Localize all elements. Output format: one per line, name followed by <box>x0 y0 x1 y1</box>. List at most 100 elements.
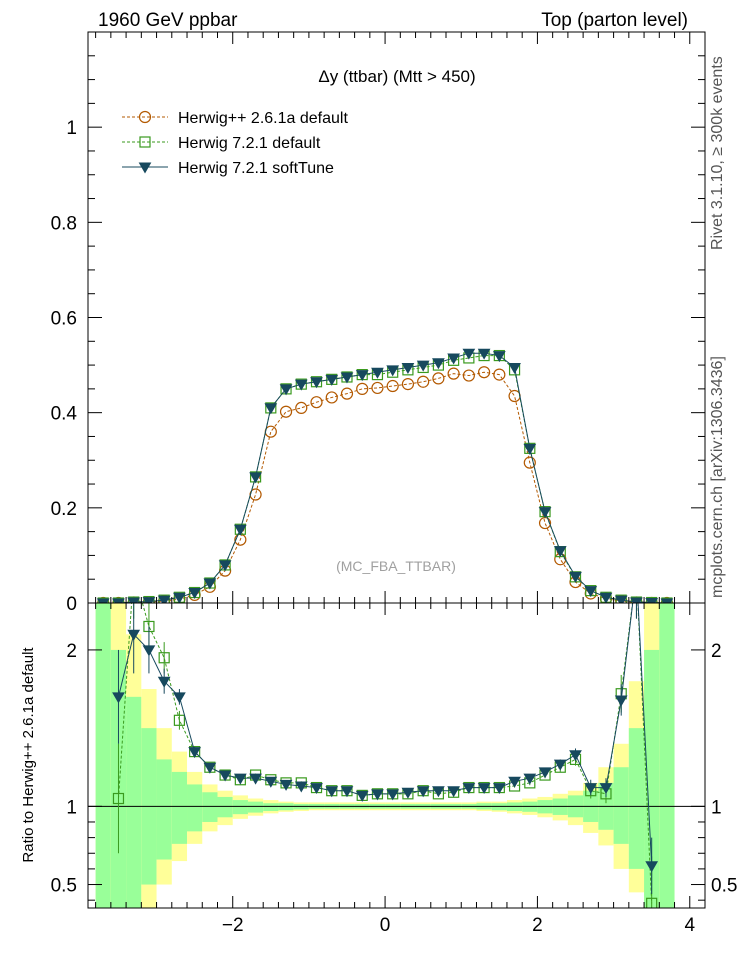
green-band-bin <box>156 759 172 860</box>
green-band-bin <box>628 728 645 869</box>
main-point <box>325 374 339 386</box>
main-point <box>599 592 613 603</box>
main-point <box>294 379 308 391</box>
main-point <box>508 362 521 374</box>
main-point <box>112 598 125 603</box>
ratio-point <box>173 692 186 704</box>
ratio-y-tick-label-right: 2 <box>711 641 722 662</box>
ratio-ylabel: Ratio to Herwig++ 2.6.1a default <box>20 647 37 863</box>
main-point <box>386 379 399 393</box>
green-band-bin <box>202 792 218 822</box>
ratio-point <box>325 786 339 798</box>
main-y-tick-label: 0.8 <box>51 213 77 234</box>
main-title: Δy (ttbar) (Mtt > 450) <box>318 67 475 86</box>
main-point <box>279 405 293 418</box>
ratio-y-tick-label: 0.5 <box>51 876 77 897</box>
main-point <box>477 366 491 379</box>
main-point <box>310 377 323 389</box>
ratio-point <box>294 781 308 793</box>
main-background <box>88 32 705 603</box>
main-point <box>310 396 323 409</box>
ratio-frame <box>87 602 706 909</box>
main-point <box>157 595 171 603</box>
main-point <box>660 598 674 603</box>
green-band-bin <box>171 771 188 844</box>
ratio-point <box>142 645 156 657</box>
side-text-mcplots: mcplots.cern.ch [arXiv:1306.3436] <box>709 356 726 598</box>
x-tick-label: −2 <box>222 915 244 936</box>
main-y-tick-label: 0 <box>66 594 77 615</box>
main-point <box>523 443 537 455</box>
main-point <box>188 588 202 600</box>
main-point <box>203 578 217 590</box>
main-point <box>401 378 415 391</box>
ratio-point <box>310 783 323 795</box>
main-point <box>661 597 673 603</box>
green-band-bin <box>644 649 660 908</box>
green-band-bin <box>247 801 264 813</box>
green-band-bin <box>613 767 629 844</box>
main-point <box>615 594 627 603</box>
main-point <box>97 597 109 603</box>
main-point <box>447 367 460 380</box>
main-point <box>584 586 598 598</box>
main-point <box>432 358 445 370</box>
main-point <box>477 348 491 360</box>
main-point <box>173 592 186 603</box>
ratio-point <box>401 787 415 799</box>
ratio-point <box>264 776 278 788</box>
main-point <box>371 367 384 379</box>
ratio-point <box>218 770 232 782</box>
legend: Herwig++ 2.6.1a default Herwig 7.2.1 defa… <box>122 110 348 177</box>
main-point <box>340 387 354 400</box>
main-point <box>492 351 506 363</box>
header-right: Top (parton level) <box>541 10 688 31</box>
ratio-point <box>386 789 400 801</box>
main-y-tick-label: 0.2 <box>51 499 77 520</box>
axes-frames <box>87 31 706 909</box>
ratio-point <box>127 629 141 641</box>
ratio-point <box>599 783 613 795</box>
main-point <box>538 507 552 519</box>
legend-label-2: Herwig 7.2.1 softTune <box>178 160 334 177</box>
main-point <box>386 365 400 377</box>
x-tick-label: 2 <box>532 915 543 936</box>
x-tick-label: 0 <box>380 915 391 936</box>
main-point <box>325 391 338 404</box>
green-band-bin <box>187 784 203 832</box>
green-band-bin <box>659 603 675 908</box>
main-point <box>340 372 354 384</box>
ratio-point <box>462 783 476 795</box>
ratio-y-tick-label-right: 1 <box>711 797 722 818</box>
ratio-point <box>538 767 552 779</box>
side-text-rivet: Rivet 3.1.10, ≥ 300k events <box>709 56 726 250</box>
main-y-tick-label: 0.6 <box>51 309 77 330</box>
ratio-point <box>157 676 171 688</box>
legend-marker-2 <box>138 162 152 174</box>
main-point <box>569 571 582 583</box>
x-tick-label: 4 <box>684 915 695 936</box>
legend-marker-0 <box>138 110 152 124</box>
main-point <box>233 524 247 536</box>
main-point <box>645 598 659 603</box>
main-point <box>614 595 628 603</box>
ratio-point <box>416 786 430 798</box>
main-point <box>401 362 415 374</box>
ratio-point <box>355 790 369 802</box>
ratio-point <box>646 897 658 908</box>
ratio-point <box>112 792 125 805</box>
ratio-point <box>188 747 202 759</box>
ratio-point <box>584 783 598 795</box>
main-point <box>355 370 369 382</box>
ratio-point <box>279 779 293 791</box>
main-y-tick-label: 1 <box>66 118 77 139</box>
ratio-point <box>371 789 384 801</box>
ratio-point <box>523 773 537 785</box>
ratio-point <box>173 714 186 726</box>
ratio-point <box>614 695 628 707</box>
main-point <box>96 598 110 603</box>
main-point <box>462 369 475 382</box>
ratio-point <box>203 762 217 774</box>
ratio-point <box>112 692 125 704</box>
